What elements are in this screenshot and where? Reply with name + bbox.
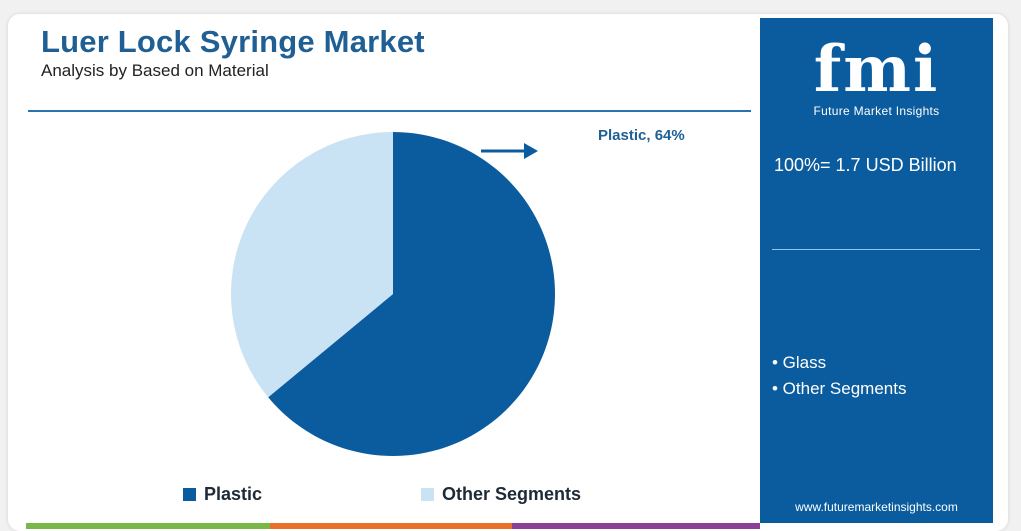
legend-label-plastic: Plastic <box>204 484 263 504</box>
fmi-logo: fmi <box>813 32 940 107</box>
pie-chart: Plastic, 64% <box>230 127 685 456</box>
pie-slice-other-segments <box>230 132 393 398</box>
info-sidebar: fmi Future Market Insights 100%= 1.7 USD… <box>760 18 993 523</box>
chart-card: Luer Lock Syringe Market Analysis by Bas… <box>8 14 1008 531</box>
legend-label-other-segments: Other Segments <box>442 484 582 504</box>
footer-bar-green <box>26 523 270 529</box>
market-total: 100%= 1.7 USD Billion <box>774 155 957 175</box>
label-arrow-head <box>524 143 538 159</box>
data-label-plastic: Plastic, 64% <box>598 127 685 144</box>
segment-item: • Glass <box>772 353 827 372</box>
page-subtitle: Analysis by Based on Material <box>41 61 269 80</box>
footer-bar-orange <box>270 523 512 529</box>
segment-list: • Glass • Other Segments <box>772 350 906 402</box>
legend-item-other-segments: Other Segments <box>421 484 581 505</box>
footer-bar-purple <box>512 523 760 529</box>
title-divider <box>28 110 751 112</box>
segment-item: • Other Segments <box>772 379 907 398</box>
website-link[interactable]: www.futuremarketinsights.com <box>795 500 958 514</box>
legend-swatch-plastic <box>183 488 196 501</box>
page-title: Luer Lock Syringe Market <box>41 24 425 59</box>
legend-item-plastic: Plastic <box>183 484 262 505</box>
pie-slice-plastic <box>268 132 555 456</box>
fmi-logo-subtext: Future Market Insights <box>813 104 940 118</box>
sidebar-divider <box>772 249 980 250</box>
legend-swatch-other-segments <box>421 488 434 501</box>
